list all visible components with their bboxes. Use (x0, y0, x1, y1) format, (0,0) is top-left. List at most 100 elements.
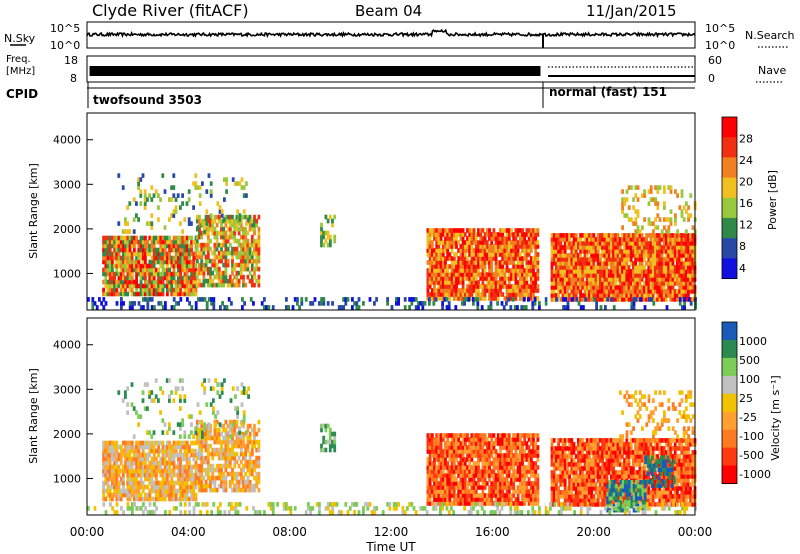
heatmap-cell (466, 473, 469, 478)
heatmap-cell (130, 382, 134, 387)
heatmap-cell (108, 255, 112, 261)
heatmap-cell (444, 453, 447, 458)
heatmap-cell (218, 382, 222, 387)
heatmap-cell (170, 239, 174, 245)
heatmap-cell (148, 287, 152, 293)
heatmap-cell (470, 228, 474, 233)
heatmap-cell (552, 281, 556, 286)
heatmap-cell (568, 245, 571, 250)
heatmap-cell (104, 247, 108, 253)
heatmap-cell (157, 460, 160, 466)
heatmap-cell (658, 261, 662, 266)
heatmap-cell (108, 448, 112, 454)
heatmap-cell (181, 386, 184, 391)
heatmap-cell (599, 281, 602, 286)
heatmap-cell (468, 457, 472, 462)
heatmap-cell (235, 459, 239, 465)
heatmap-cell (111, 468, 114, 474)
heatmap-cell (448, 284, 452, 289)
heatmap-cell (228, 226, 232, 232)
heatmap-cell (550, 277, 554, 282)
heatmap-cell (146, 301, 150, 306)
heatmap-cell (507, 244, 511, 249)
heatmap-cell (150, 239, 154, 245)
heatmap-cell (651, 245, 655, 250)
heatmap-cell (435, 445, 439, 450)
heatmap-cell (463, 445, 467, 450)
heatmap-cell (220, 431, 223, 437)
heatmap-cell (152, 259, 156, 265)
heatmap-cell (181, 229, 184, 234)
heatmap-cell (607, 269, 611, 274)
heatmap-cell (126, 496, 130, 502)
heatmap-cell (492, 433, 496, 438)
heatmap-cell (459, 268, 463, 273)
heatmap-cell (257, 439, 261, 445)
heatmap-cell (198, 431, 201, 437)
heatmap-cell (144, 291, 147, 297)
heatmap-cell (614, 245, 618, 250)
heatmap-cell (115, 456, 119, 462)
heatmap-cell (200, 443, 204, 449)
heatmap-cell (485, 469, 489, 474)
heatmap-cell (242, 266, 245, 272)
heatmap-cell (157, 440, 160, 446)
colorbar-tick-label: 16 (739, 197, 753, 210)
heatmap-cell (592, 281, 596, 286)
heatmap-cell (433, 489, 436, 494)
heatmap-cell (150, 255, 154, 261)
heatmap-cell (466, 489, 469, 494)
heatmap-cell (581, 285, 585, 290)
heatmap-cell (135, 235, 138, 241)
heatmap-cell (331, 222, 334, 228)
heatmap-cell (108, 235, 112, 241)
heatmap-cell (588, 281, 591, 286)
heatmap-cell (222, 483, 226, 489)
heatmap-cell (499, 292, 502, 297)
heatmap-cell (179, 456, 182, 462)
heatmap-cell (455, 437, 458, 442)
heatmap-cell (430, 485, 434, 490)
heatmap-cell (192, 287, 196, 293)
heatmap-cell (562, 297, 565, 302)
heatmap-cell (163, 472, 167, 478)
heatmap-cell (457, 449, 461, 454)
heatmap-cell (592, 273, 596, 278)
heatmap-cell (124, 492, 127, 498)
heatmap-cell (161, 275, 165, 281)
heatmap-cell (226, 214, 230, 220)
heatmap-cell (470, 244, 474, 249)
heatmap-cell (163, 235, 167, 241)
heatmap-cell (621, 285, 624, 290)
heatmap-cell (452, 236, 456, 241)
heatmap-cell (566, 237, 569, 242)
heatmap-cell (461, 441, 465, 446)
heatmap-cell (204, 427, 208, 433)
heatmap-cell (583, 261, 587, 266)
heatmap-cell (457, 264, 461, 269)
heatmap-cell (669, 281, 673, 286)
heatmap-cell (152, 243, 156, 249)
heatmap-cell (457, 292, 461, 297)
heatmap-cell (233, 455, 237, 461)
heatmap-cell (468, 268, 472, 273)
heatmap-cell (461, 280, 465, 285)
heatmap-cell (242, 262, 245, 268)
heatmap-cell (457, 469, 461, 474)
heatmap-cell (248, 479, 252, 485)
heatmap-cell (177, 279, 180, 285)
heatmap-cell (441, 477, 445, 482)
heatmap-cell (472, 481, 476, 486)
heatmap-cell (601, 261, 604, 266)
heatmap-cell (108, 283, 112, 289)
heatmap-cell (183, 464, 187, 470)
heatmap-cell (126, 456, 130, 462)
heatmap-cell (226, 447, 230, 453)
heatmap-cell (568, 265, 571, 270)
heatmap-cell (224, 467, 228, 473)
heatmap-cell (603, 289, 607, 294)
heatmap-cell (126, 251, 130, 257)
heatmap-cell (206, 443, 210, 449)
heatmap-cell (669, 289, 673, 294)
heatmap-cell (130, 251, 134, 257)
